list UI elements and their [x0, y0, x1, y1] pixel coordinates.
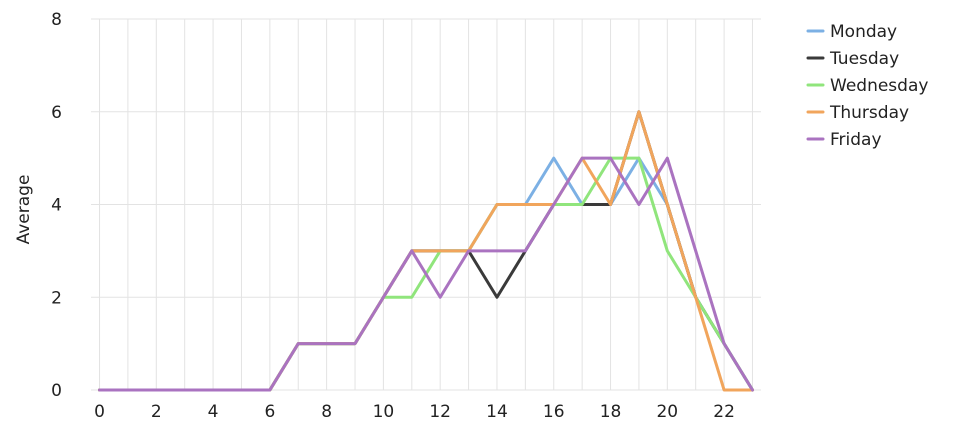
x-tick-label-2: 2 — [151, 402, 162, 422]
x-tick-label-12: 12 — [429, 402, 451, 422]
y-axis-title: Average — [14, 175, 34, 245]
x-tick-label-14: 14 — [486, 402, 508, 422]
x-tick-label-18: 18 — [600, 402, 622, 422]
y-tick-label-2: 2 — [51, 288, 62, 308]
y-tick-label-4: 4 — [51, 196, 62, 216]
x-tick-label-22: 22 — [713, 402, 735, 422]
grid-layer — [91, 18, 761, 391]
legend-label-tuesday: Tuesday — [829, 49, 899, 69]
legend-label-friday: Friday — [830, 130, 882, 150]
legend-label-monday: Monday — [830, 22, 897, 42]
x-tick-label-10: 10 — [373, 402, 395, 422]
y-tick-label-0: 0 — [51, 381, 62, 401]
legend: Monday Tuesday Wednesday Thursday Friday — [806, 22, 928, 150]
y-tick-label-8: 8 — [51, 10, 62, 30]
x-tick-label-0: 0 — [94, 402, 105, 422]
x-tick-label-6: 6 — [264, 402, 275, 422]
series-line-thursday — [98, 110, 754, 392]
series-layer — [98, 110, 754, 392]
legend-label-wednesday: Wednesday — [830, 76, 928, 96]
x-tick-label-16: 16 — [543, 402, 565, 422]
axis-layer: 0 2 4 6 8 10 12 14 16 18 20 22 0 2 4 6 8 Average — [14, 10, 735, 422]
y-tick-label-6: 6 — [51, 103, 62, 123]
legend-label-thursday: Thursday — [829, 103, 909, 123]
x-tick-label-20: 20 — [656, 402, 678, 422]
x-tick-label-8: 8 — [321, 402, 332, 422]
x-tick-label-4: 4 — [208, 402, 219, 422]
series-line-friday — [98, 156, 754, 392]
